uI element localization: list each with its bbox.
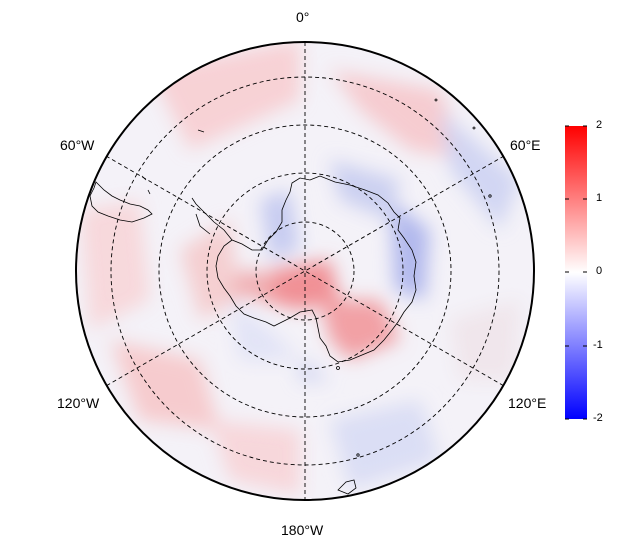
colorbar: [565, 126, 587, 419]
south-america-coastline: [89, 181, 153, 223]
coastlines: [89, 98, 492, 495]
label-120w: 120°W: [57, 395, 100, 411]
new-zealand-coastline: [337, 479, 357, 495]
label-0-deg: 0°: [296, 9, 310, 25]
antarctica-coastline: [215, 175, 417, 363]
colorbar-tick-label: -1: [593, 339, 603, 351]
graticule: [105, 42, 505, 500]
colorbar-ticks: [565, 125, 587, 420]
label-120e: 120°E: [508, 395, 547, 411]
peninsula-coastline: [191, 197, 233, 241]
colorbar-tick-label: -2: [593, 412, 603, 424]
map-boundary: [75, 41, 535, 501]
colorbar-tick-label: 0: [596, 265, 603, 277]
anomaly-field: [76, 42, 534, 500]
label-60w: 60°W: [60, 137, 95, 153]
label-180w: 180°W: [281, 522, 324, 538]
colorbar-tick-label: 1: [596, 192, 603, 204]
colorbar-tick-label: 2: [596, 119, 603, 131]
label-60e: 60°E: [510, 137, 541, 153]
